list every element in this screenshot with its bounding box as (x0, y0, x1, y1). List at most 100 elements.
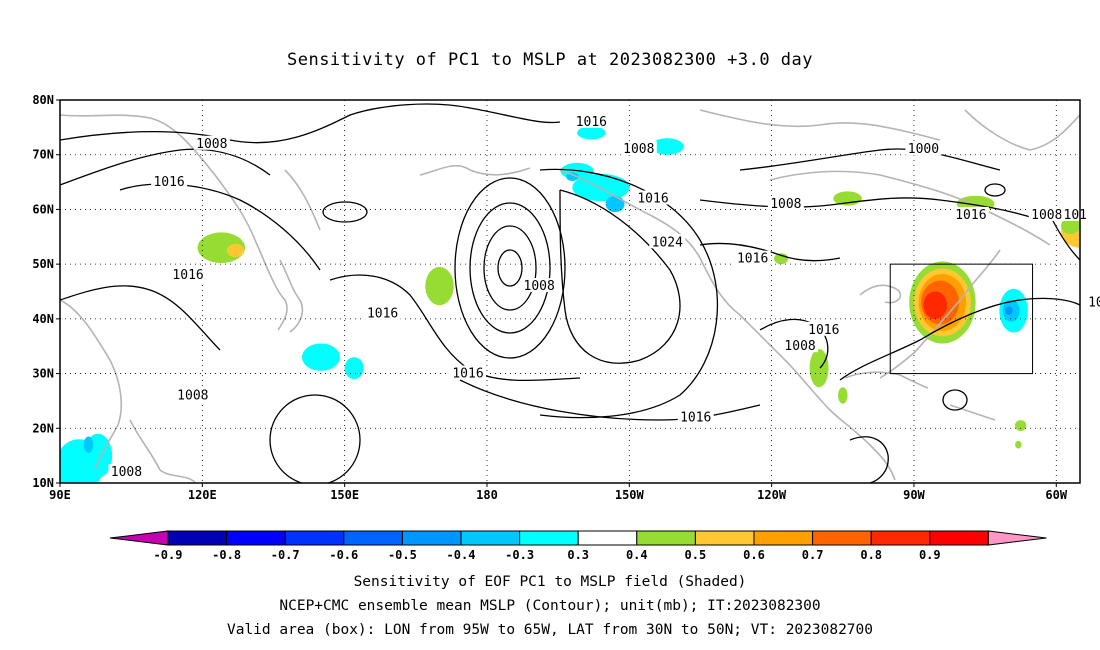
lat-tick-label: 70N (32, 148, 54, 162)
contour-label-bg (905, 141, 942, 156)
contour-label-bg (952, 206, 989, 221)
asia-south-coast (60, 299, 123, 471)
map-border (59, 99, 1081, 484)
contour-label: 1008 (1031, 208, 1062, 223)
contour-label-bg (805, 321, 842, 336)
colorbar-label: -0.3 (505, 548, 534, 562)
contour-1008-west (60, 148, 271, 186)
contour-label-bg (734, 250, 771, 265)
lon-tick-label: 150W (615, 488, 645, 502)
colorbar-label: 0.3 (567, 548, 589, 562)
colorbar-swatch (753, 530, 814, 546)
lat-tick-label: 60N (32, 202, 54, 216)
lon-tick-label: 120E (188, 488, 217, 502)
colorbar-swatch (343, 530, 403, 546)
contour-1008-india (60, 285, 221, 351)
contour-1024-high (559, 189, 681, 364)
contour-label: 1016 (367, 306, 398, 321)
hudson-arctic-coast (769, 170, 1051, 246)
contour-label-bg (174, 387, 211, 402)
contour-label: 1016 (637, 191, 668, 206)
contour-1016-asia (119, 183, 321, 271)
colorbar-swatch (460, 530, 521, 546)
lat-tick-label: 10N (32, 476, 54, 490)
contour-label: 1000 (908, 142, 939, 157)
great-lakes (859, 284, 902, 304)
lon-tick-label: 60W (1045, 488, 1067, 502)
sensitivity-patch (838, 387, 848, 404)
contour-label-bg (108, 464, 145, 479)
lat-tick-label: 40N (32, 312, 54, 326)
contour-label: 1008 (623, 142, 654, 157)
sensitivity-patch (1005, 306, 1013, 316)
sensitivity-patch (226, 243, 245, 258)
contour-1016-rockies (699, 242, 841, 262)
lon-tick-label: 90W (903, 488, 925, 502)
contour-label: 1008 (196, 137, 227, 152)
contour-1016-south (459, 379, 761, 421)
contour-label: 1016 (1088, 295, 1100, 310)
sensitivity-patch (566, 172, 579, 181)
gulf-coast (844, 371, 929, 389)
lat-tick-label: 30N (32, 367, 54, 381)
lat-tick-label: 20N (32, 421, 54, 435)
contour-label: 1016 (153, 175, 184, 190)
colorbar-label: 0.8 (860, 548, 882, 562)
contour-label-bg (1061, 206, 1090, 221)
colorbar-label: 0.4 (626, 548, 648, 562)
contour-1016-low (454, 177, 566, 359)
lat-tick-label: 80N (32, 93, 54, 107)
lon-tick-label: 120W (757, 488, 787, 502)
kamchatka-coast (284, 169, 321, 231)
sensitivity-patch (83, 436, 94, 453)
colorbar-label: 0.5 (685, 548, 707, 562)
contour-label: 1008 (111, 465, 142, 480)
colorbar-label: 0.9 (919, 548, 941, 562)
contour-1008-canada (699, 197, 1041, 221)
colorbar-swatch (226, 530, 286, 546)
contour-1012-low (469, 202, 551, 334)
contour-label-bg (193, 135, 230, 150)
longitude-tick-labels: 90E 120E 150E 180 150W 120W 90W 60W (49, 483, 1068, 502)
colorbar-swatch (401, 530, 462, 546)
valid-area-box (889, 263, 1034, 375)
contour-label-bg (521, 278, 558, 293)
sensitivity-patch (344, 357, 364, 380)
colorbar-swatch (812, 530, 872, 546)
latitude-tick-labels: 80N 70N 60N 50N 40N 30N 20N 10N (32, 93, 60, 490)
contour-closed-baffin (984, 183, 1006, 197)
contour-label-bg (767, 195, 804, 210)
colorbar-swatch (167, 530, 228, 546)
contour-label: 1016 (576, 115, 607, 130)
sensitivity-patch (577, 126, 606, 140)
contour-1004-low (497, 249, 523, 287)
sensitivity-patch (425, 266, 454, 306)
contour-label-bg (782, 338, 819, 353)
contour-label: 1016 (680, 410, 711, 425)
contour-label-bg (450, 365, 486, 380)
colorbar-swatch (929, 530, 989, 546)
contour-caribbean (849, 436, 889, 483)
contour-label: 1016 (808, 323, 839, 338)
contour-1000-arctic (739, 148, 1001, 171)
colorbar: -0.9 -0.8 -0.7 -0.6 -0.5 -0.4 -0.3 0.3 0.4 0.5 0.6… (109, 530, 1047, 562)
contour-label-bg (170, 267, 207, 282)
contour-label: 101 (1064, 208, 1087, 223)
sensitivity-patch (809, 348, 829, 388)
japan-coast (279, 259, 304, 333)
north-america-west-coast (559, 169, 831, 411)
colorbar-label: 0.6 (743, 548, 765, 562)
colorbar-swatch (284, 530, 345, 546)
contour-label-bg (573, 113, 610, 128)
caption-line-2: NCEP+CMC ensemble mean MSLP (Contour); u… (279, 598, 821, 614)
contour-label-bg (1028, 206, 1065, 221)
colorbar-swatch (519, 530, 579, 546)
contour-label-bg (649, 234, 686, 249)
sensitivity-patch (1015, 420, 1027, 432)
colorbar-label: 0.7 (802, 548, 824, 562)
contour-label-bg (364, 305, 401, 320)
contour-label-bg (677, 409, 714, 424)
colorbar-swatch (694, 530, 755, 546)
